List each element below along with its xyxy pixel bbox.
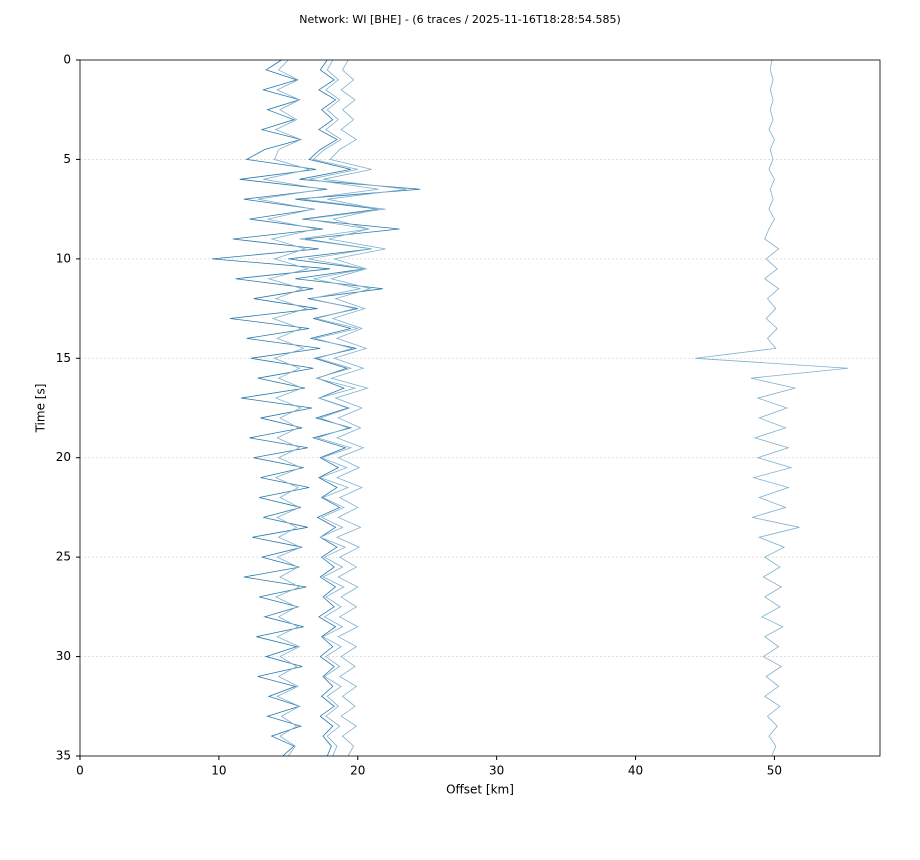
y-tick-label: 10 [56, 251, 71, 265]
trace [299, 59, 386, 757]
y-tick-label: 5 [63, 152, 71, 166]
y-tick-label: 0 [63, 53, 71, 67]
trace [257, 59, 324, 757]
trace [322, 59, 407, 757]
trace [288, 59, 421, 757]
plot-frame [79, 59, 881, 757]
y-tick-label: 25 [56, 550, 71, 564]
y-tick-label: 20 [56, 450, 71, 464]
x-tick-label: 20 [350, 764, 365, 778]
x-tick-label: 40 [628, 764, 643, 778]
x-tick-label: 10 [211, 764, 226, 778]
x-tick-label: 50 [767, 764, 782, 778]
trace [695, 59, 849, 757]
y-tick-label: 35 [56, 749, 71, 763]
x-tick-label: 30 [489, 764, 504, 778]
chart-title: Network: WI [BHE] - (6 traces / 2025-11-… [299, 13, 621, 26]
trace [211, 59, 331, 757]
x-tick-label: 0 [76, 764, 84, 778]
y-axis-label: Time [s] [34, 384, 48, 434]
y-tick-label: 30 [56, 649, 71, 663]
x-axis-label: Offset [km] [446, 783, 514, 797]
y-tick-label: 15 [56, 351, 71, 365]
